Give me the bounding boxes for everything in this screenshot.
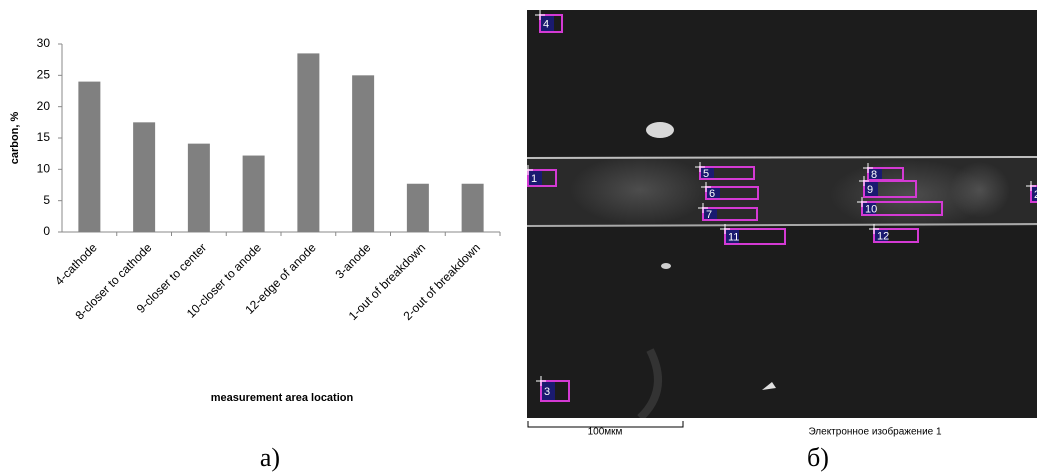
marker-label: 9 [867, 184, 873, 196]
y-tick-label: 10 [37, 162, 51, 176]
marker-label: 12 [877, 230, 889, 242]
sem-image [527, 10, 1037, 418]
marker-label: 1 [531, 173, 537, 185]
caption-a: а) [260, 443, 280, 472]
y-tick-label: 25 [37, 68, 51, 82]
y-tick-label: 20 [37, 99, 51, 113]
bar [243, 156, 265, 232]
marker-label: 8 [871, 169, 877, 181]
bar [133, 122, 155, 232]
bar [352, 75, 374, 232]
x-tick-label: 4-cathode [52, 240, 100, 288]
glow [950, 162, 1010, 218]
y-tick-label: 5 [43, 193, 50, 207]
x-tick-label: 3-anode [332, 240, 373, 281]
marker-label: 11 [728, 231, 739, 243]
bar [297, 53, 319, 232]
bar [407, 184, 429, 232]
y-tick-label: 0 [43, 224, 50, 238]
marker-label: 10 [865, 203, 877, 215]
image-caption: Электронное изображение 1 [808, 426, 942, 438]
edge-line [527, 157, 1037, 158]
marker-label: 4 [543, 18, 549, 30]
x-axis-title: measurement area location [211, 392, 354, 404]
particle [661, 263, 671, 269]
scale-bar-label: 100мкм [588, 427, 623, 438]
particle [646, 122, 674, 138]
y-axis-title: carbon, % [9, 112, 21, 165]
marker-label: 5 [703, 168, 709, 180]
bar [78, 82, 100, 232]
y-tick-label: 30 [37, 36, 51, 50]
bar [188, 144, 210, 232]
marker-label: 3 [544, 386, 550, 398]
glow [570, 155, 710, 225]
marker-label: 6 [709, 188, 715, 200]
marker-label: 7 [706, 209, 712, 221]
bar [462, 184, 484, 232]
y-tick-label: 15 [37, 130, 51, 144]
caption-b: б) [807, 443, 829, 472]
figure: carbon, % measurement area location а) б… [0, 0, 1037, 474]
